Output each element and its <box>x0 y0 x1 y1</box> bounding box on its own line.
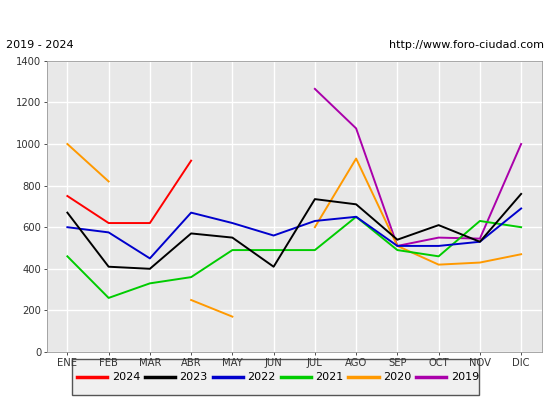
Text: 2024: 2024 <box>112 372 140 382</box>
Text: 2022: 2022 <box>248 372 276 382</box>
Text: 2021: 2021 <box>315 372 343 382</box>
Text: 2019 - 2024: 2019 - 2024 <box>6 40 73 50</box>
Text: 2019: 2019 <box>451 372 479 382</box>
Text: Evolucion Nº Turistas Nacionales en el municipio de Puebla de la Calzada: Evolucion Nº Turistas Nacionales en el m… <box>23 10 527 23</box>
Text: 2020: 2020 <box>383 372 411 382</box>
Text: 2023: 2023 <box>179 372 208 382</box>
Text: http://www.foro-ciudad.com: http://www.foro-ciudad.com <box>389 40 544 50</box>
FancyBboxPatch shape <box>72 358 478 395</box>
